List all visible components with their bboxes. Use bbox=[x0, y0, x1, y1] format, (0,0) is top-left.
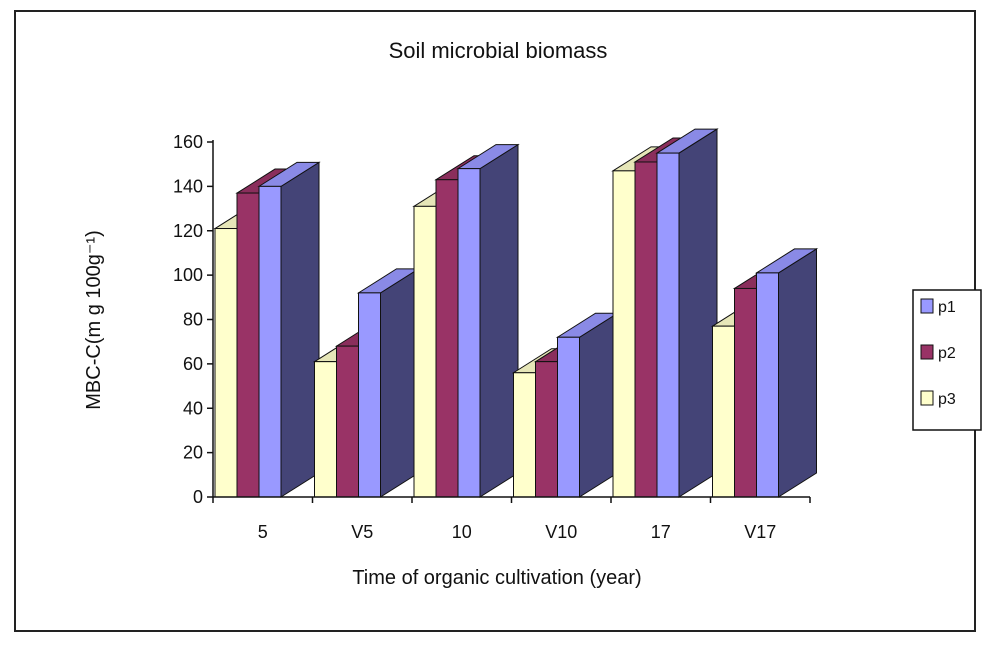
bar-p1-17 bbox=[655, 128, 719, 498]
y-tick-label: 80 bbox=[183, 310, 203, 330]
bars bbox=[213, 128, 819, 498]
bar-front bbox=[413, 205, 437, 498]
y-axis: 0 20 40 60 80 100 120 140 160 bbox=[173, 132, 214, 507]
bar-front bbox=[712, 325, 735, 498]
bar-p1-V17 bbox=[754, 247, 819, 498]
x-tick-label: V5 bbox=[351, 522, 373, 542]
bar-front bbox=[557, 336, 580, 498]
bar-side bbox=[479, 143, 519, 498]
bar-front bbox=[634, 161, 658, 498]
x-tick-label: 10 bbox=[452, 522, 472, 542]
legend-swatch-p2 bbox=[920, 344, 934, 360]
legend-swatch-p1 bbox=[920, 298, 934, 314]
bar-front bbox=[214, 228, 238, 498]
legend-swatch-p3 bbox=[920, 390, 934, 406]
y-tick-label: 60 bbox=[183, 354, 203, 374]
bar-front bbox=[435, 179, 459, 498]
x-tick-label: 5 bbox=[258, 522, 268, 542]
bar-front bbox=[236, 192, 260, 498]
chart-title: Soil microbial biomass bbox=[389, 38, 608, 63]
bar-front bbox=[358, 292, 381, 498]
y-tick-label: 140 bbox=[173, 176, 203, 196]
x-axis: 5 V5 10 V10 17 V17 bbox=[212, 496, 811, 542]
bar-side bbox=[678, 128, 718, 498]
bar-front bbox=[457, 168, 481, 498]
bar-p1-5 bbox=[257, 161, 321, 498]
bar-side bbox=[579, 312, 618, 498]
y-axis-label: MBC-C(m g 100g⁻¹) bbox=[83, 230, 105, 409]
bar-side bbox=[380, 267, 419, 498]
legend-label-p1: p1 bbox=[938, 299, 956, 316]
x-axis-label: Time of organic cultivation (year) bbox=[352, 567, 641, 589]
bar-front bbox=[756, 272, 779, 498]
y-tick-label: 120 bbox=[173, 221, 203, 241]
bar-side bbox=[280, 161, 320, 498]
x-tick-label: V17 bbox=[744, 522, 776, 542]
y-tick-label: 40 bbox=[183, 398, 203, 418]
legend-label-p2: p2 bbox=[938, 345, 956, 362]
x-tick-label: 17 bbox=[651, 522, 671, 542]
bar-p1-V5 bbox=[356, 267, 421, 498]
bar-front bbox=[656, 152, 680, 498]
legend-label-p3: p3 bbox=[938, 391, 956, 408]
legend: p1 p2 p3 bbox=[912, 289, 982, 431]
bar-p1-V10 bbox=[555, 312, 620, 498]
y-tick-label: 100 bbox=[173, 265, 203, 285]
y-tick-label: 20 bbox=[183, 443, 203, 463]
bar-side bbox=[778, 247, 817, 498]
bar-front bbox=[734, 287, 757, 498]
x-tick-label: V10 bbox=[545, 522, 577, 542]
y-tick-label: 160 bbox=[173, 132, 203, 152]
y-tick-label: 0 bbox=[193, 487, 203, 507]
bar-front bbox=[612, 170, 636, 498]
bar-front bbox=[258, 185, 282, 498]
bar-front bbox=[535, 361, 558, 498]
bar-front bbox=[336, 345, 359, 498]
bar-front bbox=[513, 372, 536, 498]
bar-p1-10 bbox=[456, 143, 520, 498]
bar-front bbox=[314, 361, 337, 498]
